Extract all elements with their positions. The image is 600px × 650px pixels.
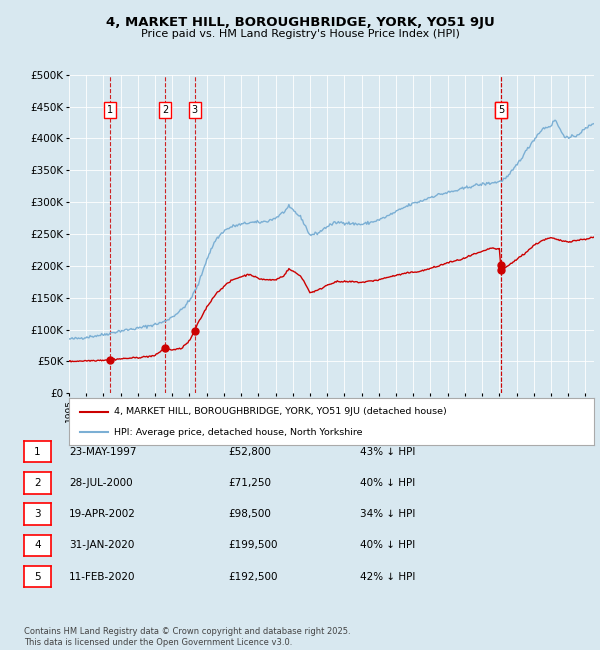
Text: £192,500: £192,500 — [228, 571, 277, 582]
Text: 5: 5 — [498, 105, 505, 115]
Text: Contains HM Land Registry data © Crown copyright and database right 2025.
This d: Contains HM Land Registry data © Crown c… — [24, 627, 350, 647]
Text: 4: 4 — [34, 540, 41, 551]
Text: 19-APR-2002: 19-APR-2002 — [69, 509, 136, 519]
Text: £52,800: £52,800 — [228, 447, 271, 457]
Text: 11-FEB-2020: 11-FEB-2020 — [69, 571, 136, 582]
Text: £98,500: £98,500 — [228, 509, 271, 519]
Text: 4, MARKET HILL, BOROUGHBRIDGE, YORK, YO51 9JU: 4, MARKET HILL, BOROUGHBRIDGE, YORK, YO5… — [106, 16, 494, 29]
Text: 40% ↓ HPI: 40% ↓ HPI — [360, 478, 415, 488]
Text: 42% ↓ HPI: 42% ↓ HPI — [360, 571, 415, 582]
Text: 31-JAN-2020: 31-JAN-2020 — [69, 540, 134, 551]
Text: £199,500: £199,500 — [228, 540, 277, 551]
Text: 4: 4 — [497, 105, 504, 115]
Text: 2: 2 — [162, 105, 168, 115]
Text: 34% ↓ HPI: 34% ↓ HPI — [360, 509, 415, 519]
Text: 3: 3 — [191, 105, 198, 115]
Text: 43% ↓ HPI: 43% ↓ HPI — [360, 447, 415, 457]
Text: 28-JUL-2000: 28-JUL-2000 — [69, 478, 133, 488]
Text: Price paid vs. HM Land Registry's House Price Index (HPI): Price paid vs. HM Land Registry's House … — [140, 29, 460, 39]
Text: 40% ↓ HPI: 40% ↓ HPI — [360, 540, 415, 551]
Text: 3: 3 — [34, 509, 41, 519]
Text: 5: 5 — [34, 571, 41, 582]
Text: 4, MARKET HILL, BOROUGHBRIDGE, YORK, YO51 9JU (detached house): 4, MARKET HILL, BOROUGHBRIDGE, YORK, YO5… — [113, 407, 446, 416]
Text: 1: 1 — [34, 447, 41, 457]
Text: £71,250: £71,250 — [228, 478, 271, 488]
Text: 1: 1 — [107, 105, 113, 115]
Text: 2: 2 — [34, 478, 41, 488]
Text: HPI: Average price, detached house, North Yorkshire: HPI: Average price, detached house, Nort… — [113, 428, 362, 437]
Text: 23-MAY-1997: 23-MAY-1997 — [69, 447, 137, 457]
